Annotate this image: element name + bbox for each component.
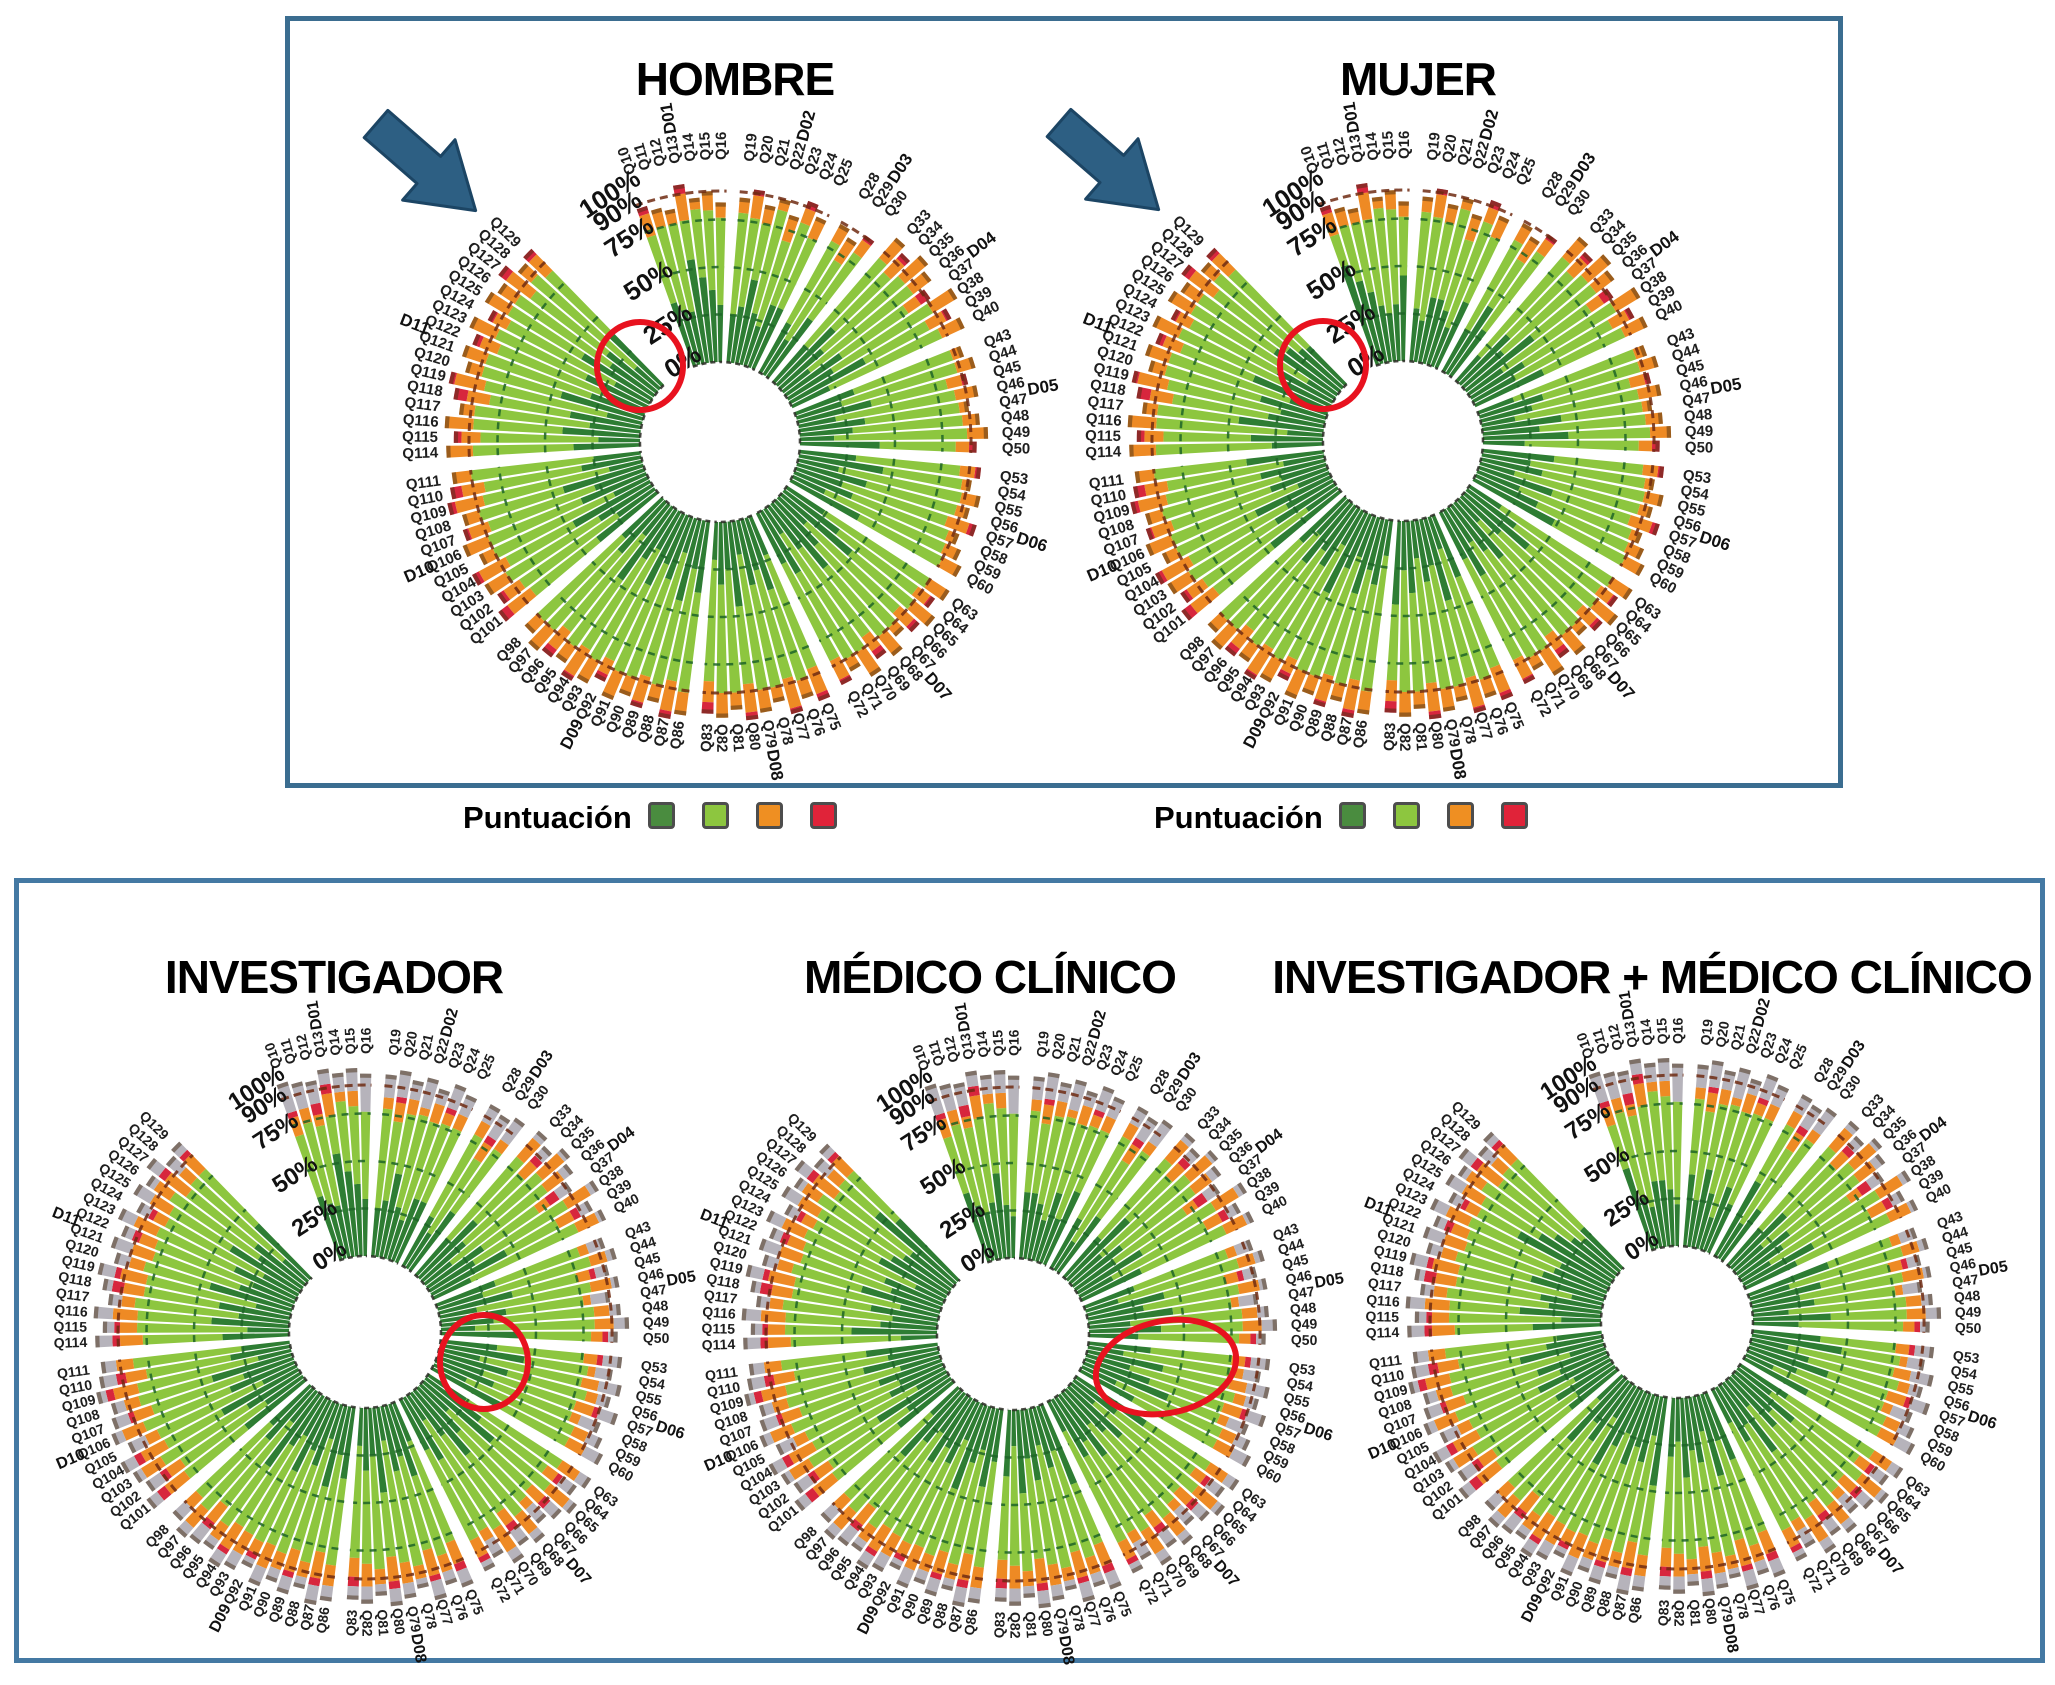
legend-swatch — [1446, 802, 1474, 829]
legend-swatches — [647, 802, 864, 834]
legend-label: Puntuación — [1154, 800, 1323, 835]
score-legend-mujer: Puntuación — [1154, 798, 1555, 838]
legend-swatch — [701, 802, 729, 829]
top-panel — [285, 16, 1843, 788]
chart-title-hombre: HOMBRE — [635, 53, 835, 105]
chart-title-medico-clinico: MÉDICO CLÍNICO — [804, 951, 1177, 1003]
legend-swatch — [1338, 802, 1366, 829]
legend-swatch — [809, 802, 837, 829]
legend-swatch — [755, 802, 783, 829]
chart-title-investigador-medico: INVESTIGADOR + MÉDICO CLÍNICO — [1272, 951, 2032, 1003]
legend-swatches — [1338, 802, 1555, 834]
legend-label: Puntuación — [463, 800, 632, 835]
chart-title-investigador: INVESTIGADOR — [164, 951, 504, 1003]
chart-title-mujer: MUJER — [1339, 53, 1497, 105]
score-legend-hombre: Puntuación — [463, 798, 864, 838]
legend-swatch — [1500, 802, 1528, 829]
legend-swatch — [1392, 802, 1420, 829]
legend-swatch — [647, 802, 675, 829]
